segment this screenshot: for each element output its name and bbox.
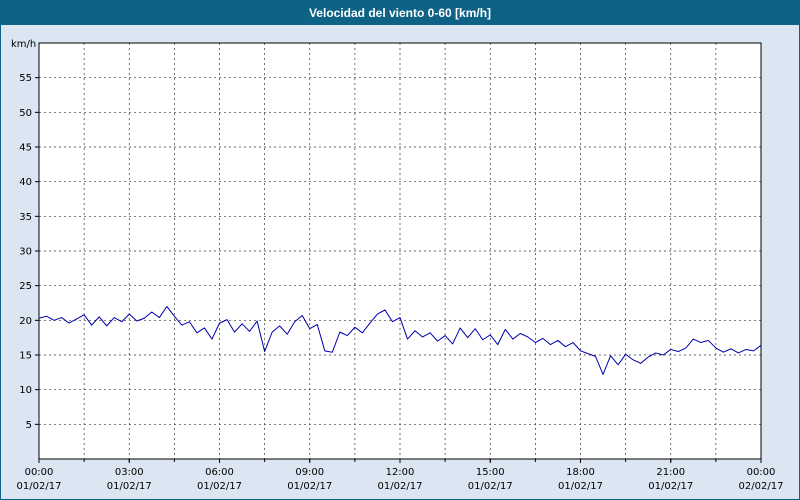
y-axis-unit-label: km/h — [11, 39, 36, 50]
wind-speed-line — [38, 305, 762, 375]
y-axis-label: 5 — [26, 420, 32, 431]
x-axis-time-label: 21:00 — [656, 467, 685, 478]
y-axis-label: 30 — [19, 247, 32, 258]
x-axis-date-label: 02/02/17 — [739, 481, 784, 492]
x-axis-time-label: 00:00 — [25, 467, 54, 478]
x-axis-date-label: 01/02/17 — [107, 481, 152, 492]
chart-area: 5 10 15 20 25 30 35 40 45 50 55 km/h 00:00 01/02/17 03… — [1, 25, 799, 499]
y-axis-label: 35 — [19, 212, 32, 223]
x-axis-date-label: 01/02/17 — [558, 481, 603, 492]
x-axis-time-label: 12:00 — [386, 467, 415, 478]
x-axis-date-label: 01/02/17 — [197, 481, 242, 492]
y-axis-label: 40 — [19, 177, 32, 188]
y-axis-label: 10 — [19, 385, 32, 396]
x-axis-time-label: 06:00 — [205, 467, 234, 478]
x-axis-time-label: 18:00 — [566, 467, 595, 478]
x-axis-time-label: 09:00 — [295, 467, 324, 478]
y-axis-label: 15 — [19, 351, 32, 362]
x-axis-time-label: 15:00 — [476, 467, 505, 478]
chart-title: Velocidad del viento 0-60 [km/h] — [308, 6, 492, 20]
y-axis-label: 50 — [19, 108, 32, 119]
wind-speed-chart: 5 10 15 20 25 30 35 40 45 50 55 km/h 00:00 01/02/17 03… — [11, 39, 784, 492]
x-axis-time-label: 03:00 — [115, 467, 144, 478]
x-axis-date-label: 01/02/17 — [17, 481, 62, 492]
x-axis-date-label: 01/02/17 — [468, 481, 513, 492]
x-axis-time-label: 00:00 — [747, 467, 776, 478]
y-axis-label: 55 — [19, 73, 32, 84]
x-axis-date-label: 01/02/17 — [648, 481, 693, 492]
y-axis-label: 20 — [19, 316, 32, 327]
x-axis-date-label: 01/02/17 — [378, 481, 423, 492]
y-axis-label: 25 — [19, 281, 32, 292]
y-axis-label: 45 — [19, 143, 32, 154]
chart-title-bar: Velocidad del viento 0-60 [km/h] — [1, 1, 799, 25]
x-axis-date-label: 01/02/17 — [287, 481, 332, 492]
